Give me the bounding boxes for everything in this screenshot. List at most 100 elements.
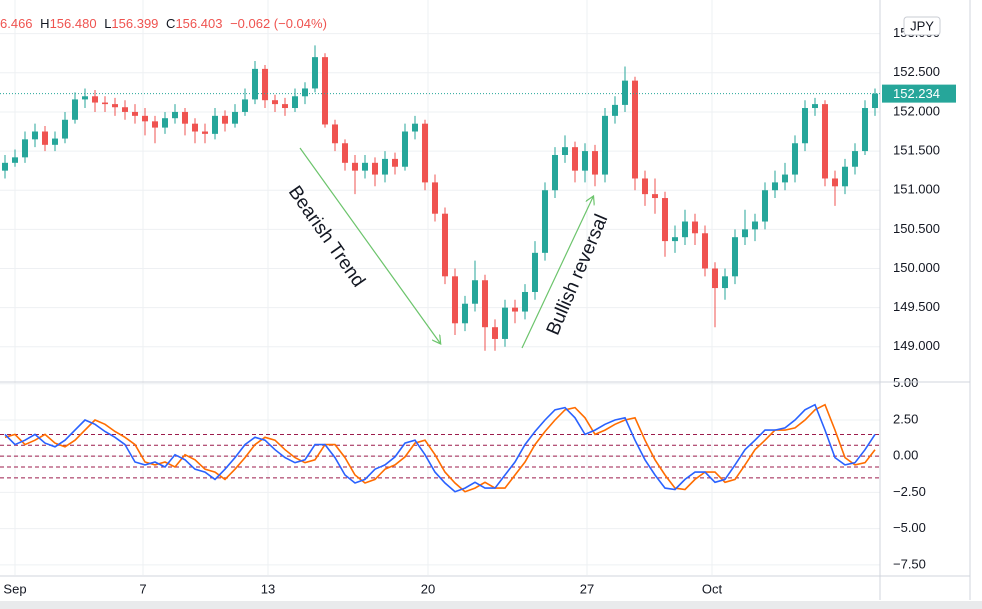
candle-body (332, 124, 338, 144)
y-tick-label: 149.500 (893, 299, 940, 314)
candle-body (32, 131, 38, 140)
candle-body (792, 143, 798, 175)
y-tick-label: 151.000 (893, 182, 940, 197)
candle-body (12, 157, 18, 163)
candle-body (302, 88, 308, 97)
candle-body (662, 198, 668, 242)
candle-body (262, 68, 268, 101)
candle-body (582, 151, 588, 171)
candle-body (572, 147, 578, 171)
candle-body (242, 99, 248, 112)
oscillator-line (4, 403, 876, 493)
bullish-arrow (521, 197, 593, 349)
candle-body (642, 178, 648, 195)
y-tick-label: 150.500 (893, 221, 940, 236)
candle-body (152, 121, 158, 128)
bottom-strip (0, 601, 982, 609)
candle-body (52, 138, 58, 145)
y-tick-label: 2.50 (893, 411, 918, 426)
candle-body (372, 162, 378, 175)
candle-body (672, 237, 678, 242)
candle-body (712, 268, 718, 289)
candle-body (452, 276, 458, 324)
candle-body (532, 252, 538, 292)
high-value: 156.480 (50, 16, 97, 31)
close-label: C (166, 16, 175, 31)
x-tick-label: Oct (702, 581, 723, 596)
y-tick-label: 152.000 (893, 103, 940, 118)
candle-body (432, 182, 438, 214)
candle-body (182, 111, 188, 124)
x-tick-label: 13 (261, 581, 275, 596)
candle-body (542, 190, 548, 253)
candle-body (142, 115, 148, 122)
candle-body (752, 221, 758, 230)
close-value: 156.403 (175, 16, 222, 31)
price-badge (882, 84, 956, 103)
candle-body (192, 123, 198, 132)
y-tick-label: 5.00 (893, 375, 918, 390)
y-tick-label: −5.00 (893, 520, 926, 535)
candle-body (802, 108, 808, 144)
candle-body (832, 178, 838, 187)
candle-body (652, 194, 658, 199)
candle-body (522, 291, 528, 312)
y-tick-label: 149.000 (893, 338, 940, 353)
candle-body (72, 99, 78, 120)
y-tick-label: −7.50 (893, 556, 926, 571)
candle-body (762, 190, 768, 222)
y-tick-label: 150.000 (893, 260, 940, 275)
x-tick-label: 7 (139, 581, 146, 596)
candle-body (132, 111, 138, 116)
high-label: H (40, 16, 49, 31)
candle-body (392, 158, 398, 167)
candle-body (422, 123, 428, 183)
marks: 149.000 149.500 150.000 150.500 151.000 151.5… (0, 25, 940, 596)
candle-body (702, 233, 708, 269)
candle-body (722, 276, 728, 289)
candle-body (472, 280, 478, 304)
candle-body (492, 327, 498, 339)
candle-body (812, 104, 818, 109)
currency-label: JPY (910, 18, 934, 33)
ohlc-header: 6.466 H156.480 L156.399 C156.403 −0.062 … (0, 16, 327, 31)
candle-body (62, 119, 68, 139)
candle-body (552, 154, 558, 191)
currency-badge (903, 16, 941, 36)
candle-body (202, 131, 208, 134)
candle-body (232, 111, 238, 124)
candle-body (82, 96, 88, 100)
candle-body (352, 162, 358, 171)
x-tick-label: 20 (421, 581, 435, 596)
candle-body (342, 143, 348, 163)
y-tick-label: 151.500 (893, 143, 940, 158)
candle-body (852, 151, 858, 167)
x-tick-label: Sep (3, 581, 26, 596)
candle-body (362, 162, 368, 171)
y-tick-label: 0.00 (893, 448, 918, 463)
candle-body (112, 104, 118, 108)
candle-body (42, 131, 48, 145)
candle-body (502, 307, 508, 339)
candle-body (822, 104, 828, 179)
candle-body (102, 102, 108, 105)
candle-body (482, 280, 488, 328)
x-tick-label: 27 (580, 581, 594, 596)
candle-body (692, 221, 698, 234)
candle-body (772, 182, 778, 191)
candle-body (162, 118, 168, 128)
candle-body (382, 158, 388, 175)
overlay: 152.234 JPY (0, 16, 956, 103)
bearish-arrow (299, 147, 440, 343)
change-value: −0.062 (−0.04%) (230, 16, 327, 31)
candle-body (22, 139, 28, 158)
candle-body (222, 115, 228, 124)
candle-body (592, 151, 598, 175)
low-value: 156.399 (111, 16, 158, 31)
y-tick-label: 152.500 (893, 64, 940, 79)
candle-body (442, 213, 448, 277)
candle-body (742, 229, 748, 238)
candle-body (312, 57, 318, 89)
price-badge-label: 152.234 (893, 86, 940, 101)
